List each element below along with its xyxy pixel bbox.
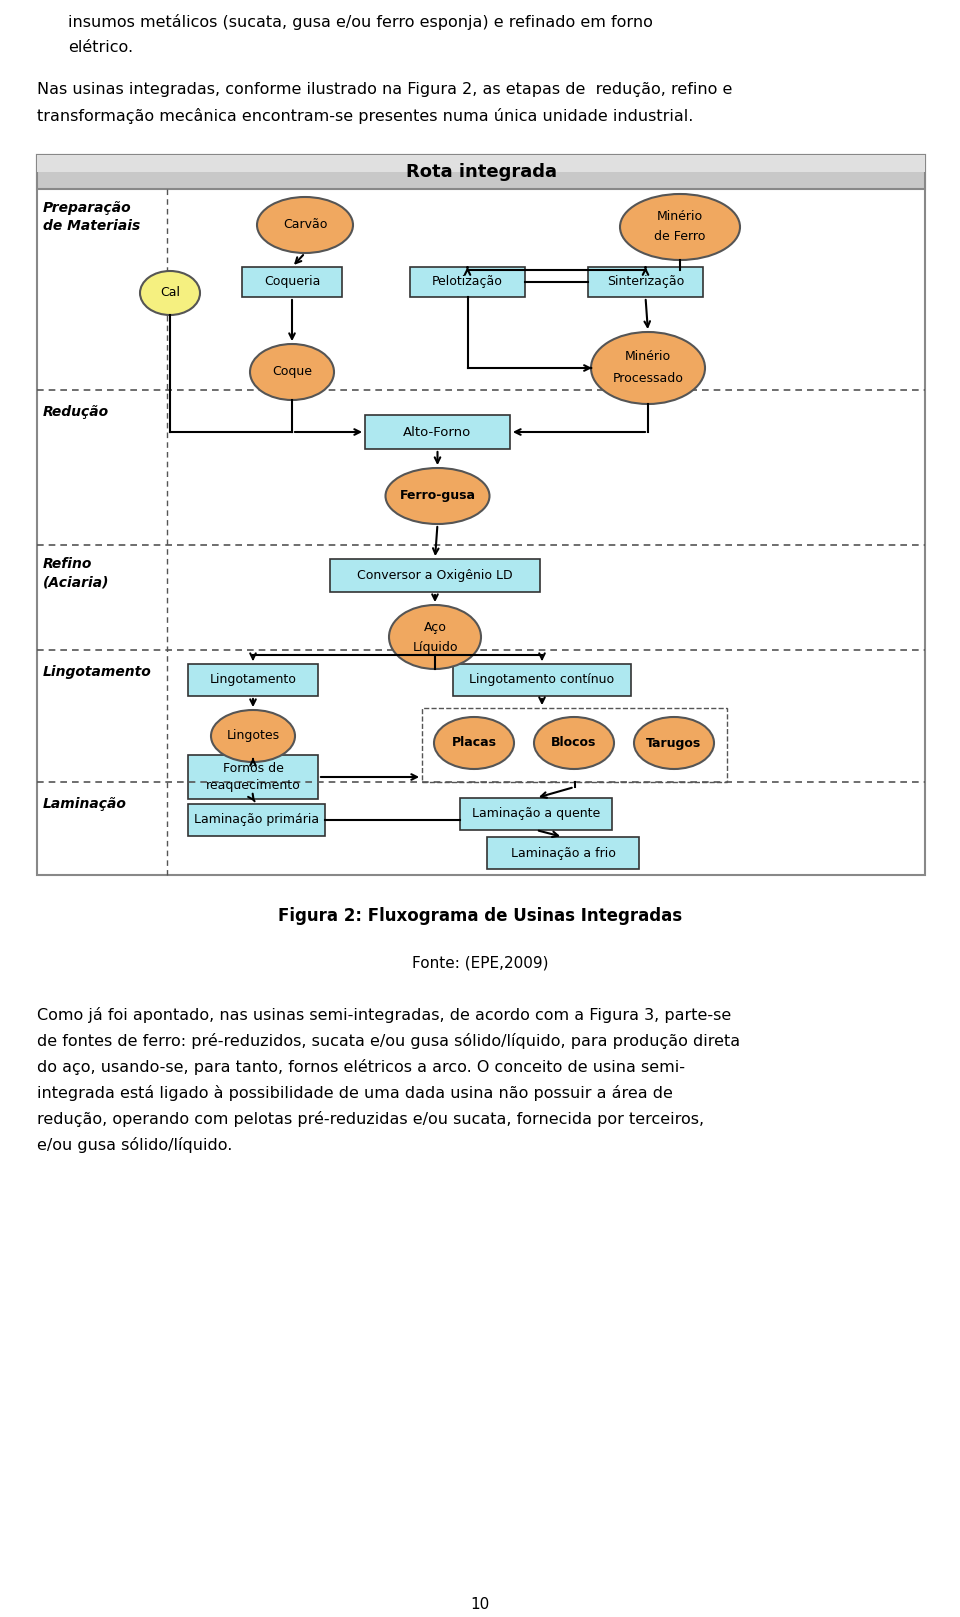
Text: de Ferro: de Ferro bbox=[655, 231, 706, 244]
Text: Coque: Coque bbox=[272, 365, 312, 378]
Text: Redução: Redução bbox=[43, 404, 109, 419]
FancyBboxPatch shape bbox=[422, 708, 727, 783]
Ellipse shape bbox=[591, 331, 705, 404]
Text: Lingotamento contínuo: Lingotamento contínuo bbox=[469, 674, 614, 687]
Ellipse shape bbox=[634, 716, 714, 770]
Text: Aço: Aço bbox=[423, 621, 446, 634]
Text: elétrico.: elétrico. bbox=[68, 40, 133, 55]
Text: integrada está ligado à possibilidade de uma dada usina não possuir a área de: integrada está ligado à possibilidade de… bbox=[37, 1085, 673, 1101]
Text: de Materiais: de Materiais bbox=[43, 218, 140, 233]
Ellipse shape bbox=[250, 344, 334, 399]
Text: e/ou gusa sólido/líquido.: e/ou gusa sólido/líquido. bbox=[37, 1137, 232, 1153]
Text: reaquecimento: reaquecimento bbox=[205, 778, 300, 791]
FancyBboxPatch shape bbox=[37, 155, 925, 171]
Text: Lingotes: Lingotes bbox=[227, 729, 279, 742]
Text: (Aciaria): (Aciaria) bbox=[43, 576, 109, 589]
Text: de fontes de ferro: pré-reduzidos, sucata e/ou gusa sólido/líquido, para produçã: de fontes de ferro: pré-reduzidos, sucat… bbox=[37, 1033, 740, 1049]
Ellipse shape bbox=[389, 605, 481, 669]
Ellipse shape bbox=[211, 710, 295, 762]
FancyBboxPatch shape bbox=[188, 804, 325, 836]
Ellipse shape bbox=[257, 197, 353, 252]
Text: transformação mecânica encontram-se presentes numa única unidade industrial.: transformação mecânica encontram-se pres… bbox=[37, 108, 693, 125]
FancyBboxPatch shape bbox=[330, 559, 540, 592]
Text: Processado: Processado bbox=[612, 372, 684, 385]
Text: Minério: Minério bbox=[657, 210, 703, 223]
Ellipse shape bbox=[534, 716, 614, 770]
Ellipse shape bbox=[620, 194, 740, 260]
Text: Tarugos: Tarugos bbox=[646, 736, 702, 750]
Text: Ferro-gusa: Ferro-gusa bbox=[399, 490, 475, 503]
FancyBboxPatch shape bbox=[453, 665, 631, 695]
FancyBboxPatch shape bbox=[365, 416, 510, 450]
Text: Placas: Placas bbox=[451, 736, 496, 750]
Text: Laminação a frio: Laminação a frio bbox=[511, 847, 615, 860]
Text: Rota integrada: Rota integrada bbox=[405, 163, 557, 181]
Ellipse shape bbox=[140, 272, 200, 315]
Text: Fornos de: Fornos de bbox=[223, 763, 283, 776]
Text: Alto-Forno: Alto-Forno bbox=[403, 425, 471, 438]
Text: Conversor a Oxigênio LD: Conversor a Oxigênio LD bbox=[357, 569, 513, 582]
FancyBboxPatch shape bbox=[242, 267, 342, 298]
Ellipse shape bbox=[434, 716, 514, 770]
Text: Líquido: Líquido bbox=[412, 640, 458, 653]
Text: Figura 2: Fluxograma de Usinas Integradas: Figura 2: Fluxograma de Usinas Integrada… bbox=[278, 907, 682, 925]
Text: Laminação a quente: Laminação a quente bbox=[472, 807, 600, 820]
FancyBboxPatch shape bbox=[588, 267, 703, 298]
Text: Coqueria: Coqueria bbox=[264, 275, 321, 288]
Text: redução, operando com pelotas pré-reduzidas e/ou sucata, fornecida por terceiros: redução, operando com pelotas pré-reduzi… bbox=[37, 1111, 704, 1127]
Text: Pelotização: Pelotização bbox=[432, 275, 503, 288]
Text: Sinterização: Sinterização bbox=[607, 275, 684, 288]
Text: Nas usinas integradas, conforme ilustrado na Figura 2, as etapas de  redução, re: Nas usinas integradas, conforme ilustrad… bbox=[37, 82, 732, 97]
FancyBboxPatch shape bbox=[37, 155, 925, 875]
Text: Carvão: Carvão bbox=[283, 218, 327, 231]
Text: Blocos: Blocos bbox=[551, 736, 597, 750]
Text: Lingotamento: Lingotamento bbox=[209, 674, 297, 687]
FancyBboxPatch shape bbox=[188, 665, 318, 695]
Text: Laminação: Laminação bbox=[43, 797, 127, 812]
FancyBboxPatch shape bbox=[188, 755, 318, 799]
Text: Preparação: Preparação bbox=[43, 201, 132, 215]
Text: Fonte: (EPE,2009): Fonte: (EPE,2009) bbox=[412, 956, 548, 970]
Text: Cal: Cal bbox=[160, 286, 180, 299]
Text: Minério: Minério bbox=[625, 351, 671, 364]
Ellipse shape bbox=[386, 467, 490, 524]
FancyBboxPatch shape bbox=[37, 155, 925, 189]
Text: insumos metálicos (sucata, gusa e/ou ferro esponja) e refinado em forno: insumos metálicos (sucata, gusa e/ou fer… bbox=[68, 15, 653, 31]
FancyBboxPatch shape bbox=[410, 267, 525, 298]
Text: Laminação primária: Laminação primária bbox=[194, 813, 319, 826]
Text: Como já foi apontado, nas usinas semi-integradas, de acordo com a Figura 3, part: Como já foi apontado, nas usinas semi-in… bbox=[37, 1007, 732, 1024]
FancyBboxPatch shape bbox=[460, 799, 612, 830]
FancyBboxPatch shape bbox=[487, 838, 639, 868]
Text: 10: 10 bbox=[470, 1598, 490, 1612]
Text: Lingotamento: Lingotamento bbox=[43, 665, 152, 679]
Text: do aço, usando-se, para tanto, fornos elétricos a arco. O conceito de usina semi: do aço, usando-se, para tanto, fornos el… bbox=[37, 1059, 685, 1075]
Text: Refino: Refino bbox=[43, 556, 92, 571]
